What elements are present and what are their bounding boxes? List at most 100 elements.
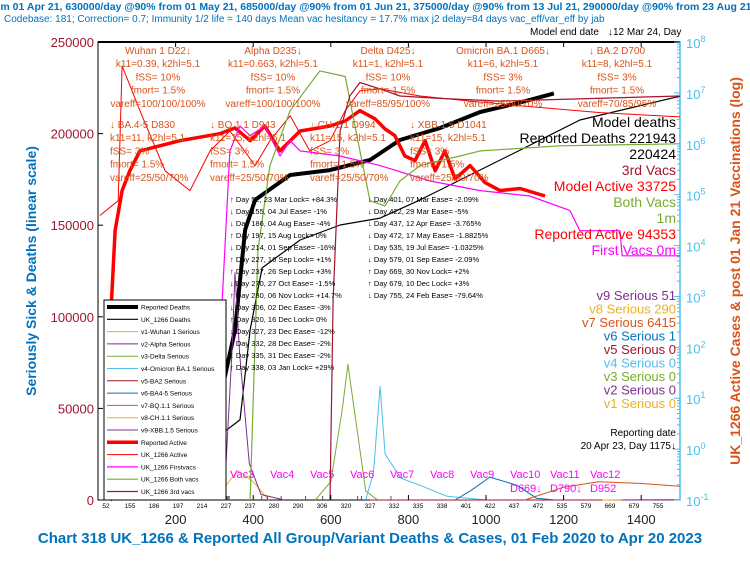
variant-annotation: vareff=100/100/100%: [110, 99, 205, 110]
variant-annotation: fSS= 10%: [136, 72, 181, 83]
serious-label: v6 Serious 1: [604, 329, 676, 344]
serious-label: v8 Serious 290: [589, 302, 676, 317]
legend-entry: UK_1266 Both vacs: [141, 477, 199, 484]
y2-tick-label: 108: [686, 34, 705, 51]
event-annotation: ↓ Day 755, 24 Feb Ease= -79.64%: [368, 291, 483, 300]
event-tick-label: 437: [509, 503, 520, 510]
variant-annotation: fSS= 3%: [110, 146, 149, 157]
end-label-reported-active: Reported Active 94353: [534, 226, 676, 242]
y2-tick-label: 10-1: [686, 492, 708, 509]
event-annotation: ↓ Day 214, 01 Sep Ease= -16%: [230, 243, 335, 252]
y2-tick-label: 103: [686, 288, 705, 305]
event-annotation: ↓ Day 335, 31 Dec Ease= -2%: [230, 351, 331, 360]
event-annotation: ↓ Day 579, 01 Sep Ease= -2.09%: [368, 255, 479, 264]
header-line-2: Codebase: 181; Correction= 0.7; Immunity…: [4, 14, 605, 25]
y2-tick-label: 100: [686, 441, 705, 458]
event-tick-label: 332: [389, 503, 400, 510]
variant-annotation: Alpha D235↓: [244, 46, 301, 57]
end-label-model-active: Model Active 33725: [554, 178, 676, 194]
legend-entry: v9-XBB.1.5 Serious: [141, 428, 198, 435]
variant-annotation: fmort= 1.5%: [131, 86, 185, 97]
serious-label: v7 Serious 6415: [582, 315, 676, 330]
series-line-v4-omicron-ba-1-serious: [365, 385, 487, 501]
event-tick-label: 338: [437, 503, 448, 510]
variant-annotation: ↓ BQ.1.1 D943: [210, 120, 276, 131]
variant-annotation: ↓ CH.1.1 D994: [310, 120, 376, 131]
event-annotation: ↑ Day 237, 26 Sep Lock= +3%: [230, 267, 332, 276]
vac-day-label: D952: [590, 483, 616, 495]
y-tick-label: 150000: [51, 218, 94, 233]
variant-annotation: fSS= 10%: [366, 72, 411, 83]
y2-axis-label: UK_1266 Active Cases & post 01 Jan 21 Va…: [727, 77, 743, 465]
event-tick-label: 280: [269, 503, 280, 510]
vac-label: Vac4: [270, 469, 294, 481]
variant-annotation: k11=0.663, k2hl=5.1: [228, 59, 318, 70]
vac-label: Vac7: [390, 469, 414, 481]
variant-annotation: fmort= 1.5%: [361, 86, 415, 97]
legend-entry: v2-Alpha Serious: [141, 341, 191, 348]
legend-entry: UK_1266 Firstvacs: [141, 464, 197, 471]
variant-annotation: fmort= 1.5%: [246, 86, 300, 97]
end-label-model-deaths: Model deaths: [592, 114, 676, 130]
event-tick-label: 320: [341, 503, 352, 510]
event-tick-label: 755: [653, 503, 664, 510]
variant-annotation: fmort= 1.5%: [310, 160, 364, 171]
event-tick-label: 214: [197, 503, 208, 510]
y2-tick-label: 101: [686, 390, 705, 407]
vac-label: Vac3: [230, 469, 254, 481]
event-annotation: ↓ Day 155, 04 Jul Ease= -1%: [230, 207, 327, 216]
variant-annotation: ↓ BA.2 D700: [589, 46, 646, 57]
legend-entry: UK_1266 3rd vacs: [141, 489, 195, 496]
end-label-both-vacs: Both Vacs: [613, 194, 676, 210]
event-annotation: ↑ Day 52, 23 Mar Lock= +84.3%: [230, 195, 337, 204]
event-tick-label: 197: [173, 503, 184, 510]
event-annotation: ↑ Day 338, 03 Jan Lock= +29%: [230, 363, 335, 372]
event-tick-label: 306: [317, 503, 328, 510]
variant-annotation: Wuhan 1 D22↓: [125, 46, 191, 57]
chart-title: Chart 318 UK_1266 & Reported All Group/V…: [38, 530, 702, 547]
event-annotation: ↑ Day 669, 30 Nov Lock= +2%: [368, 267, 470, 276]
legend-entry: v7-BQ.1.1 Serious: [141, 403, 195, 410]
variant-annotation: k11=15, k2hl=5.1: [310, 133, 386, 144]
event-tick-label: 290: [293, 503, 304, 510]
variant-annotation: vareff=25/50/70%: [110, 173, 189, 184]
y-tick-label: 250000: [51, 35, 94, 50]
end-label-first-vacs: First Vacs 0m: [591, 242, 676, 258]
end-label-reported-deaths: Reported Deaths 221943: [520, 130, 677, 146]
event-tick-label: 237: [245, 503, 256, 510]
vac-label: Vac9: [470, 469, 494, 481]
event-annotation: ↓ Day 422, 29 Mar Ease= -5%: [368, 207, 469, 216]
event-tick-label: 422: [485, 503, 496, 510]
model-end-value: ↓12 Mar 24, Day: [608, 27, 681, 38]
variant-annotation: vareff=25/50/70%: [464, 99, 543, 110]
variant-annotation: k11=8, k2hl=5.1: [582, 59, 653, 70]
event-annotation: ↑ Day 227, 16 Sep Lock= +1%: [230, 255, 332, 264]
variant-annotation: k11=15, k2hl=5.1: [410, 133, 486, 144]
end-label-third-vacs: 3rd Vacs: [622, 162, 676, 178]
variant-annotation: vareff=25/50/70%: [410, 173, 489, 184]
event-annotation: ↑ Day 320, 16 Dec Lock= 0%: [230, 315, 327, 324]
legend-entry: v8-CH.1.1 Serious: [141, 415, 195, 422]
vac-day-label: D790↓: [550, 483, 582, 495]
event-tick-label: 155: [125, 503, 136, 510]
y-axis-label: Seriously Sick & Deaths (linear scale): [23, 146, 39, 396]
legend-entry: v6-BA4-5 Serious: [141, 391, 193, 398]
legend-entry: Reported Deaths: [141, 305, 191, 312]
event-annotation: ↑ Day 197, 15 Aug Lock= 0%: [230, 231, 327, 240]
event-annotation: ↓ Day 332, 28 Dec Ease= -2%: [230, 339, 331, 348]
x-tick-label: 400: [242, 512, 264, 527]
event-tick-label: 579: [581, 503, 592, 510]
event-tick-label: 535: [557, 503, 568, 510]
variant-annotation: k11=11, k2hl=5.1: [110, 133, 186, 144]
serious-label: v5 Serious 0: [604, 342, 676, 357]
event-annotation: ↓ Day 535, 19 Jul Ease= -1.0325%: [368, 243, 484, 252]
event-annotation: ↓ Day 437, 12 Apr Ease= -3.765%: [368, 219, 482, 228]
event-annotation: ↓ Day 306, 02 Dec Ease= -3%: [230, 303, 331, 312]
serious-label: v2 Serious 0: [604, 383, 676, 398]
variant-annotation: Delta D425↓: [360, 46, 415, 57]
series-line-v2-alpha-serious: [213, 272, 285, 501]
y-tick-label: 200000: [51, 127, 94, 142]
variant-annotation: ↓ XBB.1.5 D1041: [410, 120, 487, 131]
event-tick-label: 669: [605, 503, 616, 510]
variant-annotation: Omicron BA.1 D665↓: [456, 46, 550, 57]
